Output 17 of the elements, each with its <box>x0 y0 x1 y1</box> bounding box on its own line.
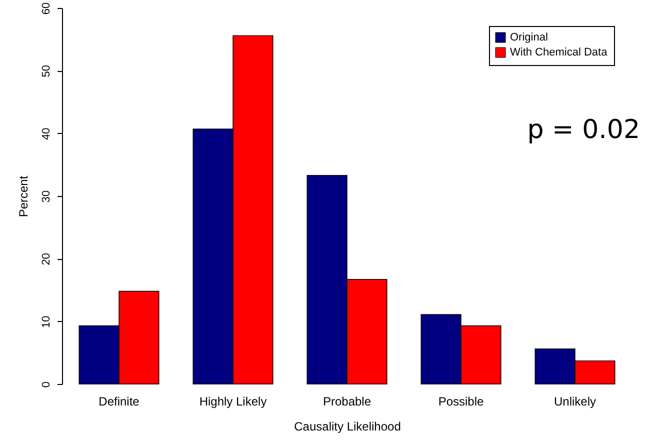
y-tick-label: 0 <box>40 381 52 388</box>
y-axis-title: Percent <box>16 175 30 218</box>
x-axis-title: Causality Likelihood <box>294 420 401 434</box>
y-tick-label: 50 <box>40 65 52 78</box>
y-tick-label: 20 <box>40 253 52 266</box>
y-tick-label: 60 <box>40 2 52 15</box>
x-tick-label: Definite <box>98 394 140 408</box>
x-tick-label: Possible <box>438 394 484 408</box>
legend-label: With Chemical Data <box>510 46 608 58</box>
y-tick-label: 10 <box>40 316 52 328</box>
x-tick-label: Probable <box>322 394 372 408</box>
annotation: p = 0.02 <box>527 115 640 145</box>
y-tick-label: 30 <box>40 190 52 203</box>
y-tick-label: 40 <box>40 128 52 140</box>
legend-label: Original <box>510 32 548 44</box>
x-tick-label: Highly Likely <box>199 394 267 408</box>
x-tick-label: Unlikely <box>554 394 596 408</box>
